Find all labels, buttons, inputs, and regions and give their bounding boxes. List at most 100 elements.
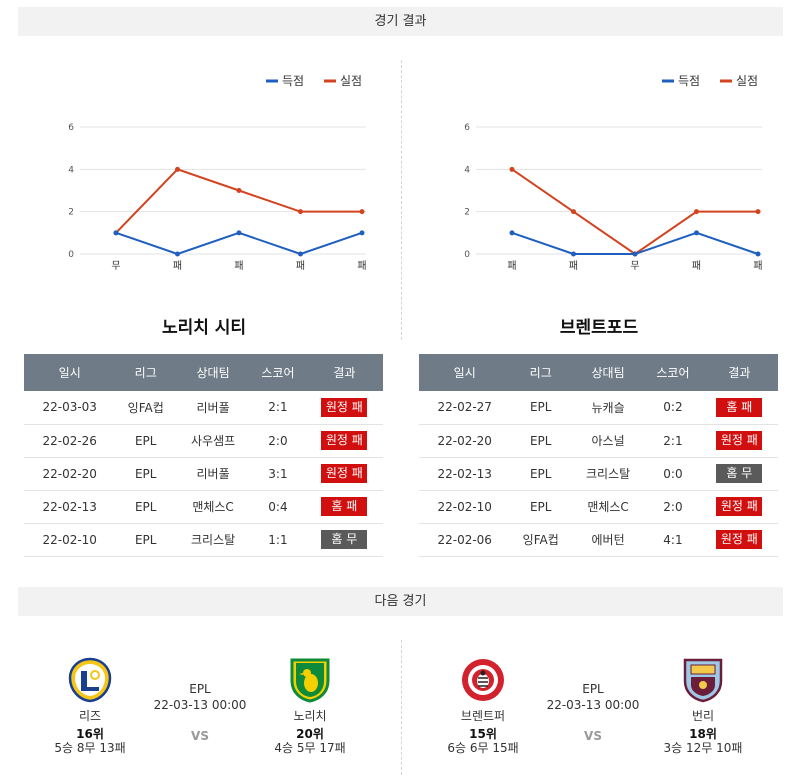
away-team-rank: 20위: [296, 727, 324, 741]
result-badge: 홈 무: [716, 464, 763, 483]
cell-score: 2:1: [250, 391, 306, 425]
cell-score: 0:2: [645, 391, 701, 425]
cell-opponent: 리버풀: [176, 391, 251, 425]
col-score-header: 스코어: [645, 354, 701, 391]
cell-date: 22-02-13: [24, 490, 116, 524]
match-info: EPL 22-03-13 00:00 VS: [140, 655, 260, 743]
y-tick-label: 4: [464, 165, 470, 175]
cell-opponent: 아스널: [571, 424, 646, 458]
cell-opponent: 맨체스C: [176, 490, 251, 524]
result-badge: 홈 패: [321, 497, 368, 516]
right-team-results-table: 일시 리그 상대팀 스코어 결과 22-02-27 EPL 뉴캐슬 0:2 홈 패 22-…: [419, 354, 778, 557]
results-section-header: 경기 결과: [18, 7, 783, 36]
home-team-record: 6승 6무 15패: [447, 741, 519, 755]
legend-label: 실점: [340, 74, 362, 88]
cell-league: EPL: [115, 424, 176, 458]
col-league-header: 리그: [115, 354, 176, 391]
section-divider: [401, 60, 402, 340]
cell-date: 22-02-27: [419, 391, 511, 425]
col-result-header: 결과: [700, 354, 778, 391]
away-team-name: 노리치: [293, 709, 327, 723]
y-tick-label: 0: [464, 250, 470, 260]
cell-result: 원정 패: [305, 391, 383, 425]
y-tick-label: 4: [68, 165, 74, 175]
cell-opponent: 뉴캐슬: [571, 391, 646, 425]
cell-result: 홈 패: [305, 490, 383, 524]
data-point: [571, 251, 576, 257]
cell-result: 원정 패: [305, 457, 383, 491]
table-row: 22-02-06 잉FA컵 에버턴 4:1 원정 패: [419, 523, 778, 557]
table-header-row: 일시 리그 상대팀 스코어 결과: [24, 354, 383, 391]
y-tick-label: 6: [464, 123, 470, 133]
y-tick-label: 2: [68, 208, 74, 218]
away-team: 번리 18위 3승 12무 10패: [648, 655, 758, 755]
cell-result: 홈 패: [700, 391, 778, 425]
cell-date: 22-03-03: [24, 391, 116, 425]
section-divider: [401, 640, 402, 775]
next-match-card: 브렌트퍼 15위 6승 6무 15패 EPL 22-03-13 00:00 VS…: [403, 655, 783, 775]
table-row: 22-02-13 EPL 맨체스C 0:4 홈 패: [24, 490, 383, 524]
cell-date: 22-02-10: [419, 490, 511, 524]
cell-league: EPL: [115, 523, 176, 557]
data-point: [236, 188, 242, 193]
cell-opponent: 에버턴: [571, 523, 646, 557]
cell-date: 22-02-10: [24, 523, 116, 557]
cell-result: 원정 패: [700, 424, 778, 458]
legend-label: 득점: [678, 74, 700, 88]
y-tick-label: 2: [464, 208, 470, 218]
home-team-rank: 16위: [76, 727, 104, 741]
y-tick-label: 6: [68, 123, 74, 133]
right-team-title: 브렌트포드: [559, 318, 639, 338]
cell-date: 22-02-13: [419, 457, 511, 491]
match-info: EPL 22-03-13 00:00 VS: [533, 655, 653, 743]
series-line-scored: [115, 231, 363, 256]
data-point: [571, 209, 576, 215]
result-badge: 원정 패: [716, 530, 763, 549]
cell-opponent: 사우샘프: [176, 424, 251, 458]
table-row: 22-02-10 EPL 크리스탈 1:1 홈 무: [24, 523, 383, 557]
cell-result: 원정 패: [700, 523, 778, 557]
data-point: [694, 209, 699, 215]
home-team: 브렌트퍼 15위 6승 6무 15패: [428, 655, 538, 755]
cell-score: 1:1: [250, 523, 306, 557]
away-team-name: 번리: [691, 709, 715, 723]
x-tick-label: 패: [753, 260, 762, 272]
left-team-results-chart: 득점 실점 0 2 4 6 무 패 패 패 패: [68, 74, 366, 272]
cell-opponent: 크리스탈: [571, 457, 646, 491]
home-team: 리즈 16위 5승 8무 13패: [35, 655, 145, 755]
col-opponent-header: 상대팀: [571, 354, 646, 391]
cell-score: 2:1: [645, 424, 701, 458]
leeds-crest-icon: [68, 657, 112, 703]
cell-league: 잉FA컵: [510, 523, 571, 557]
col-score-header: 스코어: [250, 354, 306, 391]
result-badge: 원정 패: [321, 397, 368, 417]
cell-result: 홈 무: [305, 523, 383, 557]
table-row: 22-02-26 EPL 사우샘프 2:0 원정 패: [24, 424, 383, 458]
norwich-crest-icon: [290, 658, 330, 703]
table-row: 22-02-27 EPL 뉴캐슬 0:2 홈 패: [419, 391, 778, 425]
cell-result: 원정 패: [305, 424, 383, 458]
data-point: [755, 251, 761, 257]
data-point: [175, 166, 180, 172]
away-team-record: 3승 12무 10패: [663, 741, 743, 755]
cell-opponent: 맨체스C: [571, 490, 646, 524]
cell-league: EPL: [115, 490, 176, 524]
cell-date: 22-02-06: [419, 523, 511, 557]
match-league: EPL: [189, 682, 211, 696]
away-team-record: 4승 5무 17패: [274, 741, 346, 755]
cell-date: 22-02-20: [24, 457, 116, 491]
result-badge: 원정 패: [321, 431, 368, 450]
y-tick-label: 0: [68, 250, 74, 260]
left-team-title: 노리치 시티: [161, 318, 247, 338]
result-badge: 홈 무: [321, 530, 368, 549]
series-line-conceded: [115, 168, 362, 234]
data-point: [632, 251, 638, 257]
x-tick-label: 패: [357, 260, 366, 272]
cell-league: 잉FA컵: [115, 391, 176, 425]
vs-label: VS: [191, 729, 209, 743]
x-tick-label: 패: [296, 260, 305, 272]
data-point: [694, 230, 699, 236]
home-team-name: 리즈: [78, 709, 102, 723]
data-point: [113, 230, 119, 236]
data-point: [509, 166, 515, 172]
